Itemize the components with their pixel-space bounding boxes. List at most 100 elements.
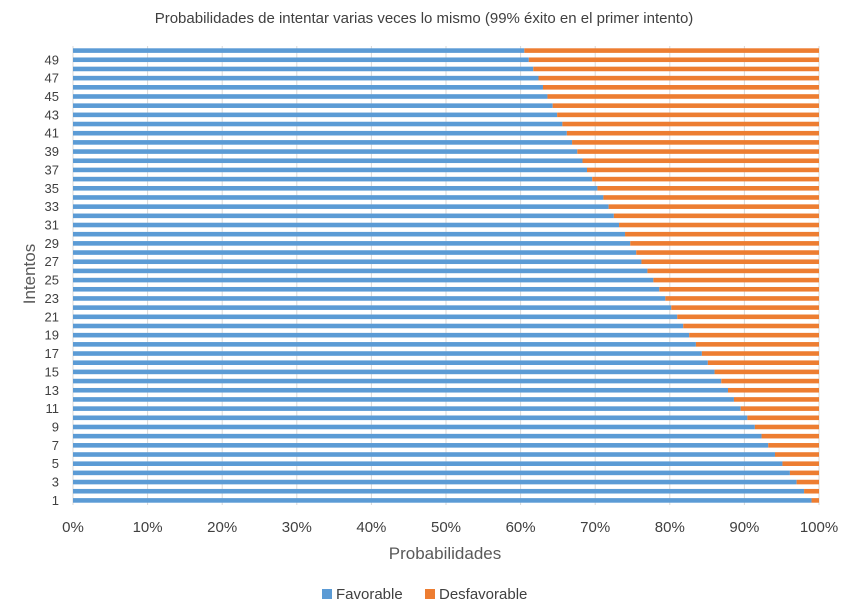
bar-favorable-26	[73, 268, 648, 274]
x-tick-label: 90%	[729, 519, 759, 536]
bar-desfavorable-31	[619, 222, 819, 228]
bar-favorable-20	[73, 323, 684, 329]
y-tick-label: 3	[52, 475, 59, 490]
x-tick-label: 100%	[800, 519, 838, 536]
bar-favorable-12	[73, 397, 734, 402]
bar-favorable-4	[73, 470, 790, 476]
bar-desfavorable-8	[761, 433, 819, 439]
bar-favorable-31	[73, 222, 620, 228]
bar-desfavorable-11	[740, 406, 819, 411]
bar-favorable-15	[73, 369, 715, 375]
bar-desfavorable-29	[630, 241, 819, 246]
y-tick-label: 9	[52, 419, 59, 434]
x-tick-label: 50%	[431, 519, 461, 536]
bar-favorable-48	[73, 66, 534, 72]
bar-favorable-49	[73, 57, 529, 63]
bar-desfavorable-38	[582, 158, 819, 164]
bar-desfavorable-40	[572, 140, 819, 145]
bar-favorable-16	[73, 360, 708, 366]
legend-swatch-desfavorable	[425, 589, 435, 599]
bar-favorable-41	[73, 130, 567, 136]
y-tick-label: 47	[45, 71, 59, 86]
bar-favorable-50	[73, 48, 525, 53]
bar-desfavorable-34	[603, 195, 819, 200]
bar-desfavorable-47	[538, 75, 819, 81]
bar-favorable-9	[73, 424, 755, 430]
bar-desfavorable-7	[768, 443, 819, 448]
y-tick-label: 1	[52, 493, 59, 508]
bar-desfavorable-5	[782, 461, 819, 466]
bar-desfavorable-3	[796, 479, 819, 485]
x-tick-label: 0%	[62, 519, 84, 536]
bar-favorable-7	[73, 443, 769, 448]
legend-label-favorable: Favorable	[336, 586, 403, 603]
bar-desfavorable-24	[659, 286, 819, 292]
bar-favorable-39	[73, 149, 578, 154]
bar-favorable-30	[73, 231, 626, 237]
bar-favorable-47	[73, 75, 539, 81]
y-tick-label: 39	[45, 144, 59, 159]
y-axis-title: Intentos	[20, 244, 39, 305]
bar-favorable-2	[73, 488, 805, 494]
bar-desfavorable-17	[701, 351, 819, 356]
y-tick-label: 37	[45, 162, 59, 177]
bar-desfavorable-14	[721, 378, 819, 384]
y-tick-label: 35	[45, 181, 59, 196]
bar-favorable-27	[73, 259, 642, 265]
bar-desfavorable-9	[754, 424, 819, 430]
bar-desfavorable-21	[677, 314, 819, 320]
bar-desfavorable-10	[747, 415, 819, 421]
legend-swatch-favorable	[322, 589, 332, 599]
bar-desfavorable-32	[613, 213, 819, 219]
y-tick-label: 41	[45, 126, 59, 141]
x-tick-label: 40%	[356, 519, 386, 536]
bar-desfavorable-2	[804, 488, 819, 494]
legend-label-desfavorable: Desfavorable	[439, 586, 527, 603]
bar-desfavorable-6	[774, 452, 819, 457]
bar-favorable-6	[73, 452, 775, 457]
x-tick-label: 60%	[506, 519, 536, 536]
y-tick-label: 25	[45, 273, 59, 288]
bar-desfavorable-16	[707, 360, 819, 366]
x-tick-label: 70%	[580, 519, 610, 536]
bar-desfavorable-39	[577, 149, 819, 154]
bar-favorable-45	[73, 94, 548, 99]
y-tick-label: 15	[45, 364, 59, 379]
y-tick-label: 19	[45, 328, 59, 343]
bar-desfavorable-45	[547, 94, 819, 99]
y-tick-label: 31	[45, 218, 59, 233]
bar-favorable-40	[73, 140, 573, 145]
bar-favorable-5	[73, 461, 783, 466]
y-tick-label: 11	[46, 401, 60, 416]
bar-desfavorable-27	[641, 259, 819, 265]
bar-desfavorable-46	[542, 85, 819, 90]
y-tick-label: 21	[45, 309, 59, 324]
x-tick-label: 80%	[655, 519, 685, 536]
bars	[73, 48, 819, 503]
bar-desfavorable-48	[533, 66, 819, 72]
bar-favorable-19	[73, 332, 690, 338]
bar-desfavorable-12	[733, 397, 819, 402]
y-tick-label: 23	[45, 291, 59, 306]
bar-favorable-32	[73, 213, 614, 219]
x-tick-label: 10%	[133, 519, 163, 536]
bar-favorable-22	[73, 305, 672, 310]
bar-desfavorable-23	[665, 296, 819, 301]
bar-favorable-43	[73, 112, 558, 118]
chart-title: Probabilidades de intentar varias veces …	[155, 10, 694, 27]
bar-favorable-21	[73, 314, 678, 320]
bar-desfavorable-22	[671, 305, 819, 310]
bar-favorable-33	[73, 204, 609, 209]
bar-favorable-14	[73, 378, 722, 384]
bar-desfavorable-50	[524, 48, 819, 53]
bar-desfavorable-43	[557, 112, 819, 118]
bar-desfavorable-18	[695, 342, 819, 347]
bar-favorable-25	[73, 277, 654, 283]
bar-favorable-35	[73, 185, 598, 191]
bar-desfavorable-4	[789, 470, 819, 476]
bar-desfavorable-19	[689, 332, 819, 338]
x-tick-label: 20%	[207, 519, 237, 536]
bar-favorable-11	[73, 406, 741, 411]
bar-favorable-23	[73, 296, 666, 301]
bar-desfavorable-30	[625, 231, 819, 237]
